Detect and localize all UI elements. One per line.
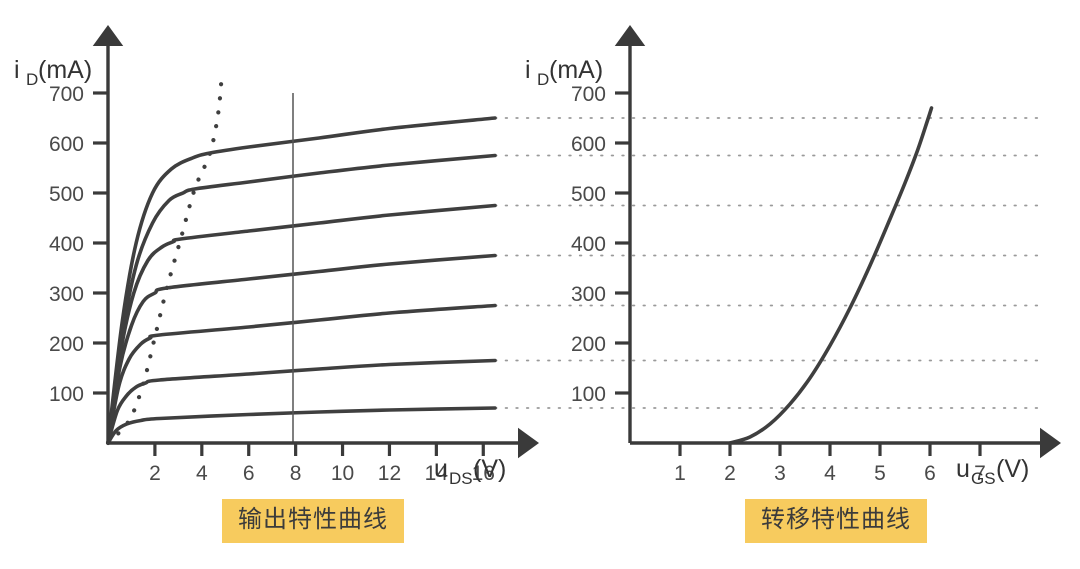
- y-ticks-left: 100 200 300 400 500 600 700: [49, 83, 108, 406]
- output-characteristics-caption: 输出特性曲线: [222, 499, 404, 543]
- x-tick-label-right: 1: [674, 462, 686, 485]
- x-tick-label-left: 12: [378, 462, 401, 485]
- x-tick-label-right: 7: [974, 462, 986, 485]
- y-tick-label-right: 700: [571, 83, 606, 106]
- y-ticks-right: 100 200 300 400 500 600 700: [571, 83, 630, 406]
- transfer-characteristics-caption: 转移特性曲线: [745, 499, 927, 543]
- x-tick-label-left: 16: [472, 462, 495, 485]
- x-axis-label-right-subscript: GS: [971, 469, 996, 488]
- curve-2: [106, 358, 497, 445]
- curve-1: [106, 406, 497, 445]
- x-tick-label-right: 6: [924, 462, 936, 485]
- curve-7: [106, 116, 497, 445]
- x-tick-label-left: 4: [196, 462, 208, 485]
- x-axis-label-left-symbol: u: [434, 455, 448, 483]
- y-tick-label-right: 600: [571, 133, 606, 156]
- y-tick-label-left: 700: [49, 83, 84, 106]
- y-axis-label-left-subscript: D: [26, 70, 38, 89]
- saturation-locus-dotted-curve: [105, 73, 224, 446]
- x-axis-label-right-unit: (V): [996, 455, 1029, 483]
- x-tick-label-left: 2: [149, 462, 161, 485]
- x-tick-label-right: 5: [874, 462, 886, 485]
- x-tick-label-left: 10: [331, 462, 354, 485]
- y-tick-label-right: 200: [571, 333, 606, 356]
- x-axis-label-right: u GS (V): [956, 455, 1029, 488]
- y-tick-label-left: 100: [49, 383, 84, 406]
- output-curves: [106, 116, 497, 445]
- connector-dotted-lines: [494, 117, 1045, 409]
- y-axis-label-left: i D (mA): [14, 56, 92, 89]
- y-axis-label-right: i D (mA): [525, 56, 603, 89]
- y-tick-label-right: 400: [571, 233, 606, 256]
- curve-4: [106, 253, 497, 445]
- transfer-curve: [728, 106, 934, 445]
- y-axis-label-left-symbol: i: [14, 56, 20, 84]
- transfer-characteristics-chart: 1 2 3 4 5 6 7 100 200 300 400 500 600 700 i D (mA) u…: [525, 25, 1061, 488]
- curve-6: [106, 153, 497, 445]
- x-tick-label-right: 3: [774, 462, 786, 485]
- curve-3: [106, 303, 497, 445]
- x-axis-label-left-subscript: DS: [449, 469, 473, 488]
- y-axis-label-left-unit: (mA): [38, 56, 92, 84]
- curve-5: [106, 203, 497, 445]
- y-tick-label-left: 400: [49, 233, 84, 256]
- x-ticks-left: 2 4 6 8 10 12 14 16: [149, 443, 495, 485]
- y-tick-label-right: 100: [571, 383, 606, 406]
- y-tick-label-left: 300: [49, 283, 84, 306]
- y-axis-label-right-subscript: D: [537, 70, 549, 89]
- y-tick-label-left: 600: [49, 133, 84, 156]
- x-ticks-right: 1 2 3 4 5 6 7: [674, 443, 986, 485]
- x-tick-label-left: 14: [425, 462, 449, 485]
- x-tick-label-left: 6: [243, 462, 255, 485]
- x-axis-label-right-symbol: u: [956, 455, 970, 483]
- x-axis-label-left-unit: (V): [473, 455, 506, 483]
- y-axis-label-right-symbol: i: [525, 56, 531, 84]
- y-tick-label-left: 200: [49, 333, 84, 356]
- x-tick-label-left: 8: [290, 462, 302, 485]
- x-tick-label-right: 2: [724, 462, 736, 485]
- y-tick-label-right: 500: [571, 183, 606, 206]
- x-axis-label-left: u DS (V): [434, 455, 506, 488]
- y-tick-label-right: 300: [571, 283, 606, 306]
- x-tick-label-right: 4: [824, 462, 836, 485]
- y-tick-label-left: 500: [49, 183, 84, 206]
- y-axis-label-right-unit: (mA): [549, 56, 603, 84]
